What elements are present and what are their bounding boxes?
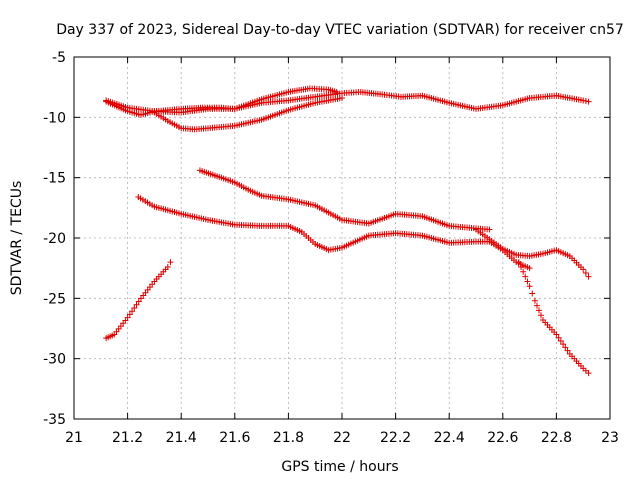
- x-axis: 21 21.2 21.4 21.6 21.8 22 22.2 22.4 22.6 22.8 23: [65, 57, 619, 446]
- x-tick-label: 22: [333, 430, 351, 446]
- data-point: [526, 265, 533, 272]
- data-point: [167, 259, 174, 266]
- x-tick-label: 21.4: [166, 430, 197, 446]
- x-tick-label: 21.8: [273, 430, 304, 446]
- data-point: [580, 266, 587, 273]
- data-point: [537, 312, 544, 319]
- series-track-8: [103, 259, 174, 342]
- x-tick-label: 21: [65, 430, 83, 446]
- x-axis-label: GPS time / hours: [281, 459, 398, 475]
- x-tick-label: 22.4: [434, 430, 465, 446]
- data-point: [582, 269, 589, 276]
- chart-title: Day 337 of 2023, Sidereal Day-to-day VTE…: [56, 22, 624, 38]
- x-tick-label: 21.2: [112, 430, 143, 446]
- y-tick-label: -30: [43, 352, 66, 368]
- series-track-5: [135, 193, 533, 272]
- x-tick-label: 22.6: [487, 430, 518, 446]
- data-point: [585, 273, 592, 280]
- data-point: [524, 278, 531, 285]
- data-point: [555, 334, 562, 341]
- x-tick-label: 22.2: [380, 430, 411, 446]
- grid: [74, 57, 610, 419]
- y-axis: -35 -30 -25 -20 -15 -10 -5: [43, 50, 610, 428]
- data-point: [339, 95, 345, 102]
- x-tick-label: 22.8: [541, 430, 572, 446]
- data-point: [557, 337, 564, 344]
- data-point: [518, 263, 525, 270]
- y-tick-label: -10: [43, 110, 66, 126]
- data-point: [582, 98, 589, 105]
- data-point: [133, 301, 140, 308]
- data-point: [580, 97, 587, 104]
- data-point: [526, 283, 533, 290]
- data-point: [131, 304, 138, 311]
- data-point: [562, 344, 569, 351]
- data-point: [564, 347, 571, 354]
- data-point: [585, 98, 592, 105]
- y-tick-label: -15: [43, 171, 66, 187]
- data-point: [533, 302, 540, 309]
- series-track-7: [515, 259, 592, 377]
- series-layer: [103, 85, 592, 377]
- y-tick-label: -35: [43, 412, 66, 428]
- series-track-4: [196, 167, 493, 233]
- data-point: [531, 297, 538, 304]
- y-tick-label: -25: [43, 291, 66, 307]
- data-point: [135, 298, 142, 305]
- series-track-2: [103, 85, 340, 118]
- y-axis-label: SDTVAR / TECUs: [9, 181, 25, 296]
- series-track-3: [151, 95, 345, 133]
- x-tick-label: 23: [601, 430, 619, 446]
- data-point: [560, 341, 567, 348]
- x-tick-label: 21.6: [219, 430, 250, 446]
- data-point: [333, 88, 340, 95]
- y-tick-label: -5: [52, 50, 66, 66]
- data-point: [486, 226, 493, 233]
- data-point: [164, 263, 171, 270]
- data-point: [585, 370, 592, 377]
- data-point: [520, 268, 527, 275]
- data-point: [553, 331, 560, 338]
- data-point: [529, 290, 536, 297]
- data-point: [535, 307, 542, 314]
- data-point: [515, 259, 522, 266]
- data-point: [522, 273, 529, 280]
- data-point: [126, 311, 133, 318]
- data-point: [129, 308, 136, 315]
- series-track-6: [473, 226, 592, 280]
- y-tick-label: -20: [43, 231, 66, 247]
- data-point: [124, 314, 131, 321]
